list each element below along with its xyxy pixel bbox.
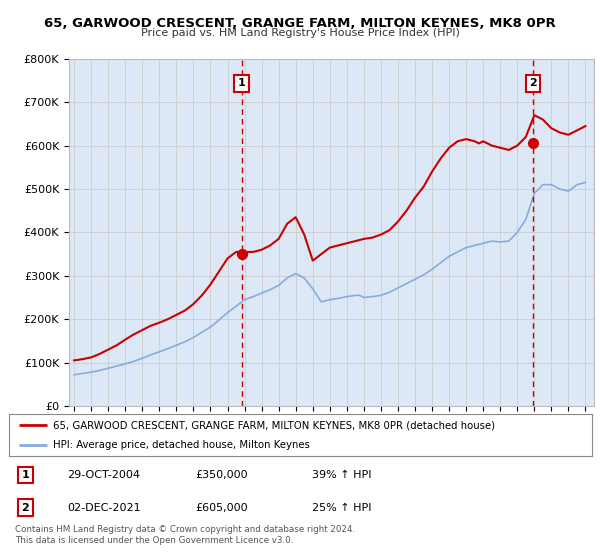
Text: 39% ↑ HPI: 39% ↑ HPI bbox=[312, 470, 372, 480]
Text: £350,000: £350,000 bbox=[196, 470, 248, 480]
Text: 02-DEC-2021: 02-DEC-2021 bbox=[67, 503, 141, 513]
Text: 65, GARWOOD CRESCENT, GRANGE FARM, MILTON KEYNES, MK8 0PR (detached house): 65, GARWOOD CRESCENT, GRANGE FARM, MILTO… bbox=[53, 421, 495, 430]
Text: Contains HM Land Registry data © Crown copyright and database right 2024.
This d: Contains HM Land Registry data © Crown c… bbox=[15, 525, 355, 545]
Text: 2: 2 bbox=[22, 503, 29, 513]
Text: 2: 2 bbox=[529, 78, 537, 88]
Text: 25% ↑ HPI: 25% ↑ HPI bbox=[312, 503, 372, 513]
Text: Price paid vs. HM Land Registry's House Price Index (HPI): Price paid vs. HM Land Registry's House … bbox=[140, 28, 460, 38]
Text: £605,000: £605,000 bbox=[196, 503, 248, 513]
Text: HPI: Average price, detached house, Milton Keynes: HPI: Average price, detached house, Milt… bbox=[53, 440, 310, 450]
Text: 29-OCT-2004: 29-OCT-2004 bbox=[67, 470, 140, 480]
Text: 1: 1 bbox=[238, 78, 245, 88]
Text: 1: 1 bbox=[22, 470, 29, 480]
Text: 65, GARWOOD CRESCENT, GRANGE FARM, MILTON KEYNES, MK8 0PR: 65, GARWOOD CRESCENT, GRANGE FARM, MILTO… bbox=[44, 17, 556, 30]
